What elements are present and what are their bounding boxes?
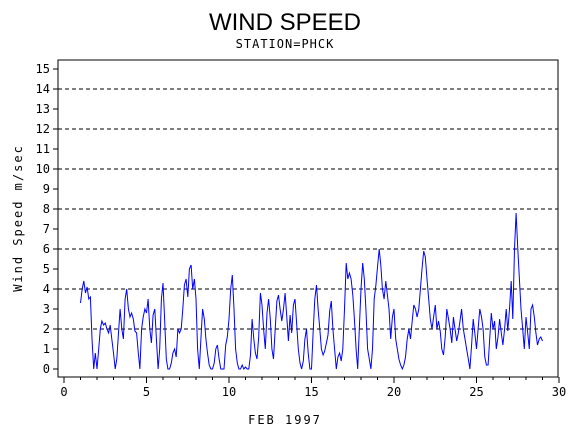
chart-subtitle: STATION=PHCK	[236, 37, 335, 51]
y-tick-label: 2	[43, 322, 50, 336]
y-tick-label: 9	[43, 182, 50, 196]
wind-speed-series-line	[80, 212, 543, 371]
x-tick-label: 0	[60, 385, 67, 399]
x-tick-label: 30	[552, 385, 566, 399]
y-tick-label: 15	[36, 62, 50, 76]
chart-title: WIND SPEED	[209, 9, 361, 36]
y-tick-label: 14	[36, 82, 50, 96]
x-axis: 0 5 10 15 20 25 30	[60, 377, 566, 399]
y-tick-label: 11	[36, 142, 50, 156]
y-tick-label: 0	[43, 362, 50, 376]
y-tick-label: 13	[36, 102, 50, 116]
y-tick-label: 4	[43, 282, 50, 296]
y-tick-label: 12	[36, 122, 50, 136]
x-tick-label: 20	[387, 385, 401, 399]
x-tick-label: 15	[304, 385, 318, 399]
y-tick-label: 5	[43, 262, 50, 276]
y-tick-label: 3	[43, 302, 50, 316]
x-axis-label: FEB 1997	[248, 413, 322, 427]
reference-lines	[58, 88, 558, 330]
x-tick-label: 10	[222, 385, 236, 399]
y-axis-label: Wind Speed m/sec	[11, 144, 25, 292]
x-tick-label: 5	[143, 385, 150, 399]
plot-frame	[57, 59, 559, 378]
y-tick-label: 10	[36, 162, 50, 176]
y-tick-label: 1	[43, 342, 50, 356]
x-tick-label: 25	[469, 385, 483, 399]
y-tick-label: 8	[43, 202, 50, 216]
y-tick-label: 7	[43, 222, 50, 236]
y-tick-label: 6	[43, 242, 50, 256]
